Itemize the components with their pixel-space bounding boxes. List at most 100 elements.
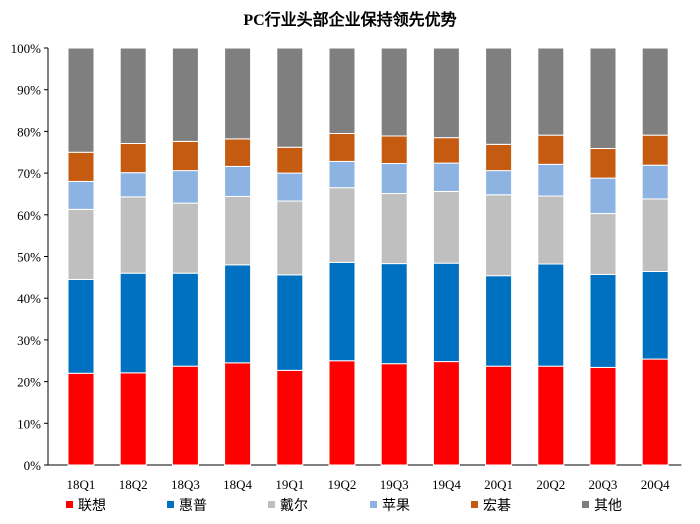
bar-segment-戴尔 [537,195,565,265]
bar-segment-惠普 [224,264,252,364]
bar-segment-戴尔 [641,198,669,273]
bar-segment-戴尔 [328,187,356,263]
bar-segment-苹果 [276,172,304,202]
chart-title: PC行业头部企业保持领先优势 [243,12,457,29]
bar-segment-联想 [171,365,199,466]
x-tick-label: 18Q2 [119,477,148,492]
bar-segment-宏碁 [328,132,356,162]
bar-segment-苹果 [537,163,565,197]
bar-segment-其他 [380,47,408,137]
bar-segment-惠普 [380,263,408,365]
bar-segment-苹果 [171,170,199,204]
legend-label: 惠普 [179,498,207,514]
x-tick-label: 19Q2 [328,477,357,492]
bar-segment-宏碁 [537,134,565,165]
legend-label: 宏碁 [483,498,511,514]
bar-segment-联想 [224,362,252,466]
bar-segment-宏碁 [432,137,460,164]
y-tick-label: 60% [17,208,41,223]
bar-segment-联想 [276,369,304,466]
legend-label: 戴尔 [280,498,308,514]
bar-segment-联想 [589,366,617,466]
bar-segment-宏碁 [119,142,147,174]
bar-segment-宏碁 [67,151,95,182]
bar-segment-其他 [67,47,95,153]
x-tick-label: 18Q3 [171,477,200,492]
y-tick-label: 0% [24,458,42,473]
bar-segment-惠普 [537,263,565,367]
bar-segment-戴尔 [485,194,513,277]
x-tick-label: 19Q1 [275,477,304,492]
bar-segment-联想 [537,365,565,466]
bar-segment-苹果 [119,172,147,198]
bar-segment-苹果 [589,177,617,215]
bar-segment-戴尔 [67,208,95,280]
y-tick-label: 20% [17,375,41,390]
y-tick-label: 40% [17,291,41,306]
y-tick-label: 70% [17,166,41,181]
legend-swatch [268,501,275,508]
bar-segment-其他 [328,47,356,134]
x-tick-label: 20Q3 [589,477,618,492]
x-tick-label: 19Q3 [380,477,409,492]
x-tick-label: 18Q1 [67,477,96,492]
bar-segment-宏碁 [171,140,199,172]
bar-segment-苹果 [485,170,513,196]
bar-segment-联想 [380,363,408,466]
bar-segment-其他 [432,47,460,139]
x-tick-label: 19Q4 [432,477,461,492]
bar-segment-戴尔 [589,213,617,275]
bar-segment-苹果 [432,162,460,192]
bar-segment-宏碁 [641,134,669,166]
bar-segment-戴尔 [276,200,304,276]
bar-segment-其他 [537,47,565,136]
legend-swatch [471,501,478,508]
bar-segment-戴尔 [224,195,252,266]
bar-segment-苹果 [224,165,252,197]
y-tick-label: 50% [17,250,41,265]
bar-segment-联想 [485,365,513,466]
legend-swatch [167,501,174,508]
bar-segment-宏碁 [224,138,252,167]
bar-segment-苹果 [380,163,408,195]
bar-segment-惠普 [589,273,617,368]
bar-segment-苹果 [328,160,356,189]
bar-segment-戴尔 [119,196,147,274]
y-tick-label: 90% [17,83,41,98]
bar-segment-惠普 [276,274,304,371]
bar-segment-联想 [328,360,356,466]
bar-segment-戴尔 [380,193,408,265]
legend-label: 联想 [78,498,106,514]
bar-segment-其他 [171,47,199,142]
bar-segment-其他 [485,47,513,145]
y-tick-label: 30% [17,333,41,348]
legend-label: 其他 [594,498,622,514]
bar-segment-宏碁 [485,143,513,172]
bar-segment-其他 [119,47,147,144]
bar-segment-惠普 [67,278,95,374]
bar-segment-其他 [589,47,617,149]
x-tick-label: 18Q4 [223,477,252,492]
bar-segment-联想 [67,372,95,466]
bar-segment-惠普 [171,272,199,367]
bar-segment-戴尔 [171,202,199,274]
bar-segment-联想 [119,372,147,466]
bar-segment-其他 [641,47,669,136]
bar-segment-惠普 [432,262,460,363]
bar-segment-联想 [641,358,669,466]
x-tick-label: 20Q4 [641,477,670,492]
legend-swatch [66,501,73,508]
bar-segment-宏碁 [276,146,304,174]
legend-swatch [370,501,377,508]
legend-swatch [582,501,589,508]
y-tick-label: 100% [11,41,42,56]
bar-segment-惠普 [328,261,356,362]
bar-segment-惠普 [641,271,669,360]
bar-segment-宏碁 [380,135,408,165]
legend-label: 苹果 [382,498,410,514]
bar-segment-戴尔 [432,190,460,264]
bar-segment-宏碁 [589,147,617,179]
y-tick-label: 10% [17,416,41,431]
x-tick-label: 20Q2 [536,477,565,492]
